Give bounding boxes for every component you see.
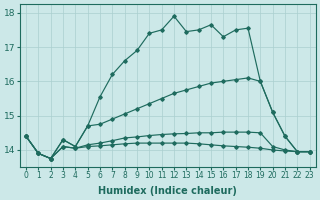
X-axis label: Humidex (Indice chaleur): Humidex (Indice chaleur) [98, 186, 237, 196]
